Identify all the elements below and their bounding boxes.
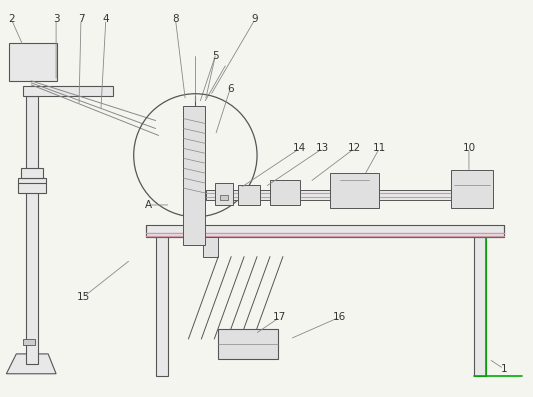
Bar [10, 43, 57, 81]
Bar [23, 339, 35, 345]
Bar [18, 178, 46, 193]
Bar [146, 225, 504, 237]
Bar [215, 183, 233, 205]
Text: 10: 10 [462, 143, 475, 153]
Bar [206, 190, 475, 200]
Bar [238, 185, 260, 205]
Text: 16: 16 [333, 312, 346, 322]
Text: 14: 14 [293, 143, 306, 153]
Text: 5: 5 [212, 51, 219, 61]
Bar [183, 106, 205, 245]
Bar [270, 180, 300, 205]
Bar [156, 237, 167, 376]
Polygon shape [6, 354, 56, 374]
Bar [220, 195, 228, 200]
Text: 7: 7 [78, 14, 84, 24]
Text: 13: 13 [316, 143, 329, 153]
Text: 17: 17 [273, 312, 287, 322]
Text: 9: 9 [252, 14, 259, 24]
Text: 11: 11 [373, 143, 386, 153]
Text: 2: 2 [8, 14, 14, 24]
Bar [218, 329, 278, 359]
Text: 8: 8 [172, 14, 179, 24]
Bar [23, 86, 113, 96]
Bar [26, 96, 38, 364]
Bar [451, 170, 493, 208]
Bar [203, 237, 218, 256]
Text: 3: 3 [53, 14, 59, 24]
Text: 1: 1 [500, 364, 507, 374]
Text: A: A [145, 200, 152, 210]
Text: 4: 4 [102, 14, 109, 24]
Text: 6: 6 [227, 84, 233, 94]
Bar [330, 173, 379, 208]
Text: 15: 15 [76, 292, 90, 302]
Bar [474, 237, 486, 376]
Bar [21, 168, 43, 178]
Text: 12: 12 [348, 143, 361, 153]
